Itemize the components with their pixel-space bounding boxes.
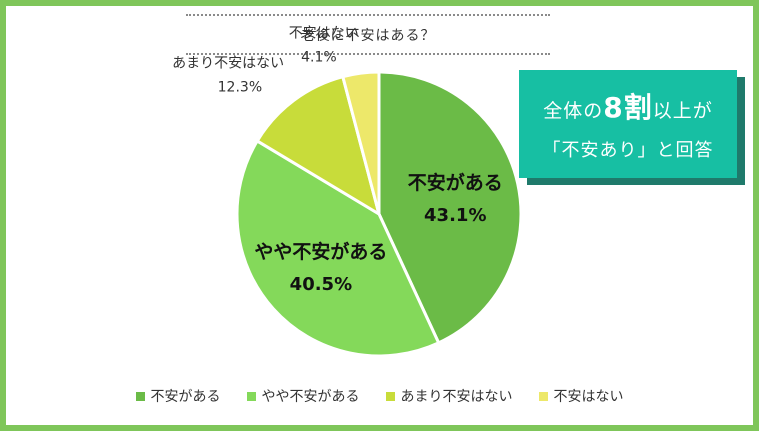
pie-slice-2 [235,138,441,358]
slice-value-label-3: 12.3% [218,80,262,96]
chart-title-text: 老後に不安はある？ [300,27,436,44]
slice-value-label-4: 4.1% [301,49,337,65]
legend-swatch-4 [538,391,548,401]
legend-swatch-3 [385,391,395,401]
slice-label-1: 不安がある [408,171,503,194]
slice-value-label-2: 40.5% [290,274,352,295]
legend: 不安がある やや不安がある あまり不安はない 不安はない [0,386,759,406]
legend-label-1: 不安がある [150,389,221,405]
legend-label-4: 不安はない [553,389,624,405]
legend-swatch-1 [135,391,145,401]
callout-highlight: 8割 [603,91,653,124]
slice-value-label-1: 43.1% [424,205,486,226]
legend-label-3: あまり不安はない [400,389,513,405]
callout-pre: 全体の [543,100,604,122]
slice-label-2: やや不安がある [254,240,387,263]
pie-slice-3 [255,74,382,218]
pie-slice-4 [340,70,381,215]
callout-line2: 「不安あり」と回答 [542,140,714,161]
legend-label-2: やや不安がある [261,389,360,405]
legend-item-1: 不安がある [135,386,221,406]
callout-post: 以上が [652,100,713,122]
chart-title: 老後に不安はある？ [186,14,550,55]
legend-item-4: 不安はない [538,386,624,406]
legend-item-3: あまり不安はない [385,386,513,406]
legend-item-2: やや不安がある [246,386,360,406]
pie-slice-1 [377,70,523,345]
slice-label-4: 不安はない [289,25,359,41]
callout-box: 全体の8割以上が 「不安あり」と回答 [519,70,737,178]
legend-swatch-2 [246,391,256,401]
slice-label-3: あまり不安はない [172,56,284,72]
